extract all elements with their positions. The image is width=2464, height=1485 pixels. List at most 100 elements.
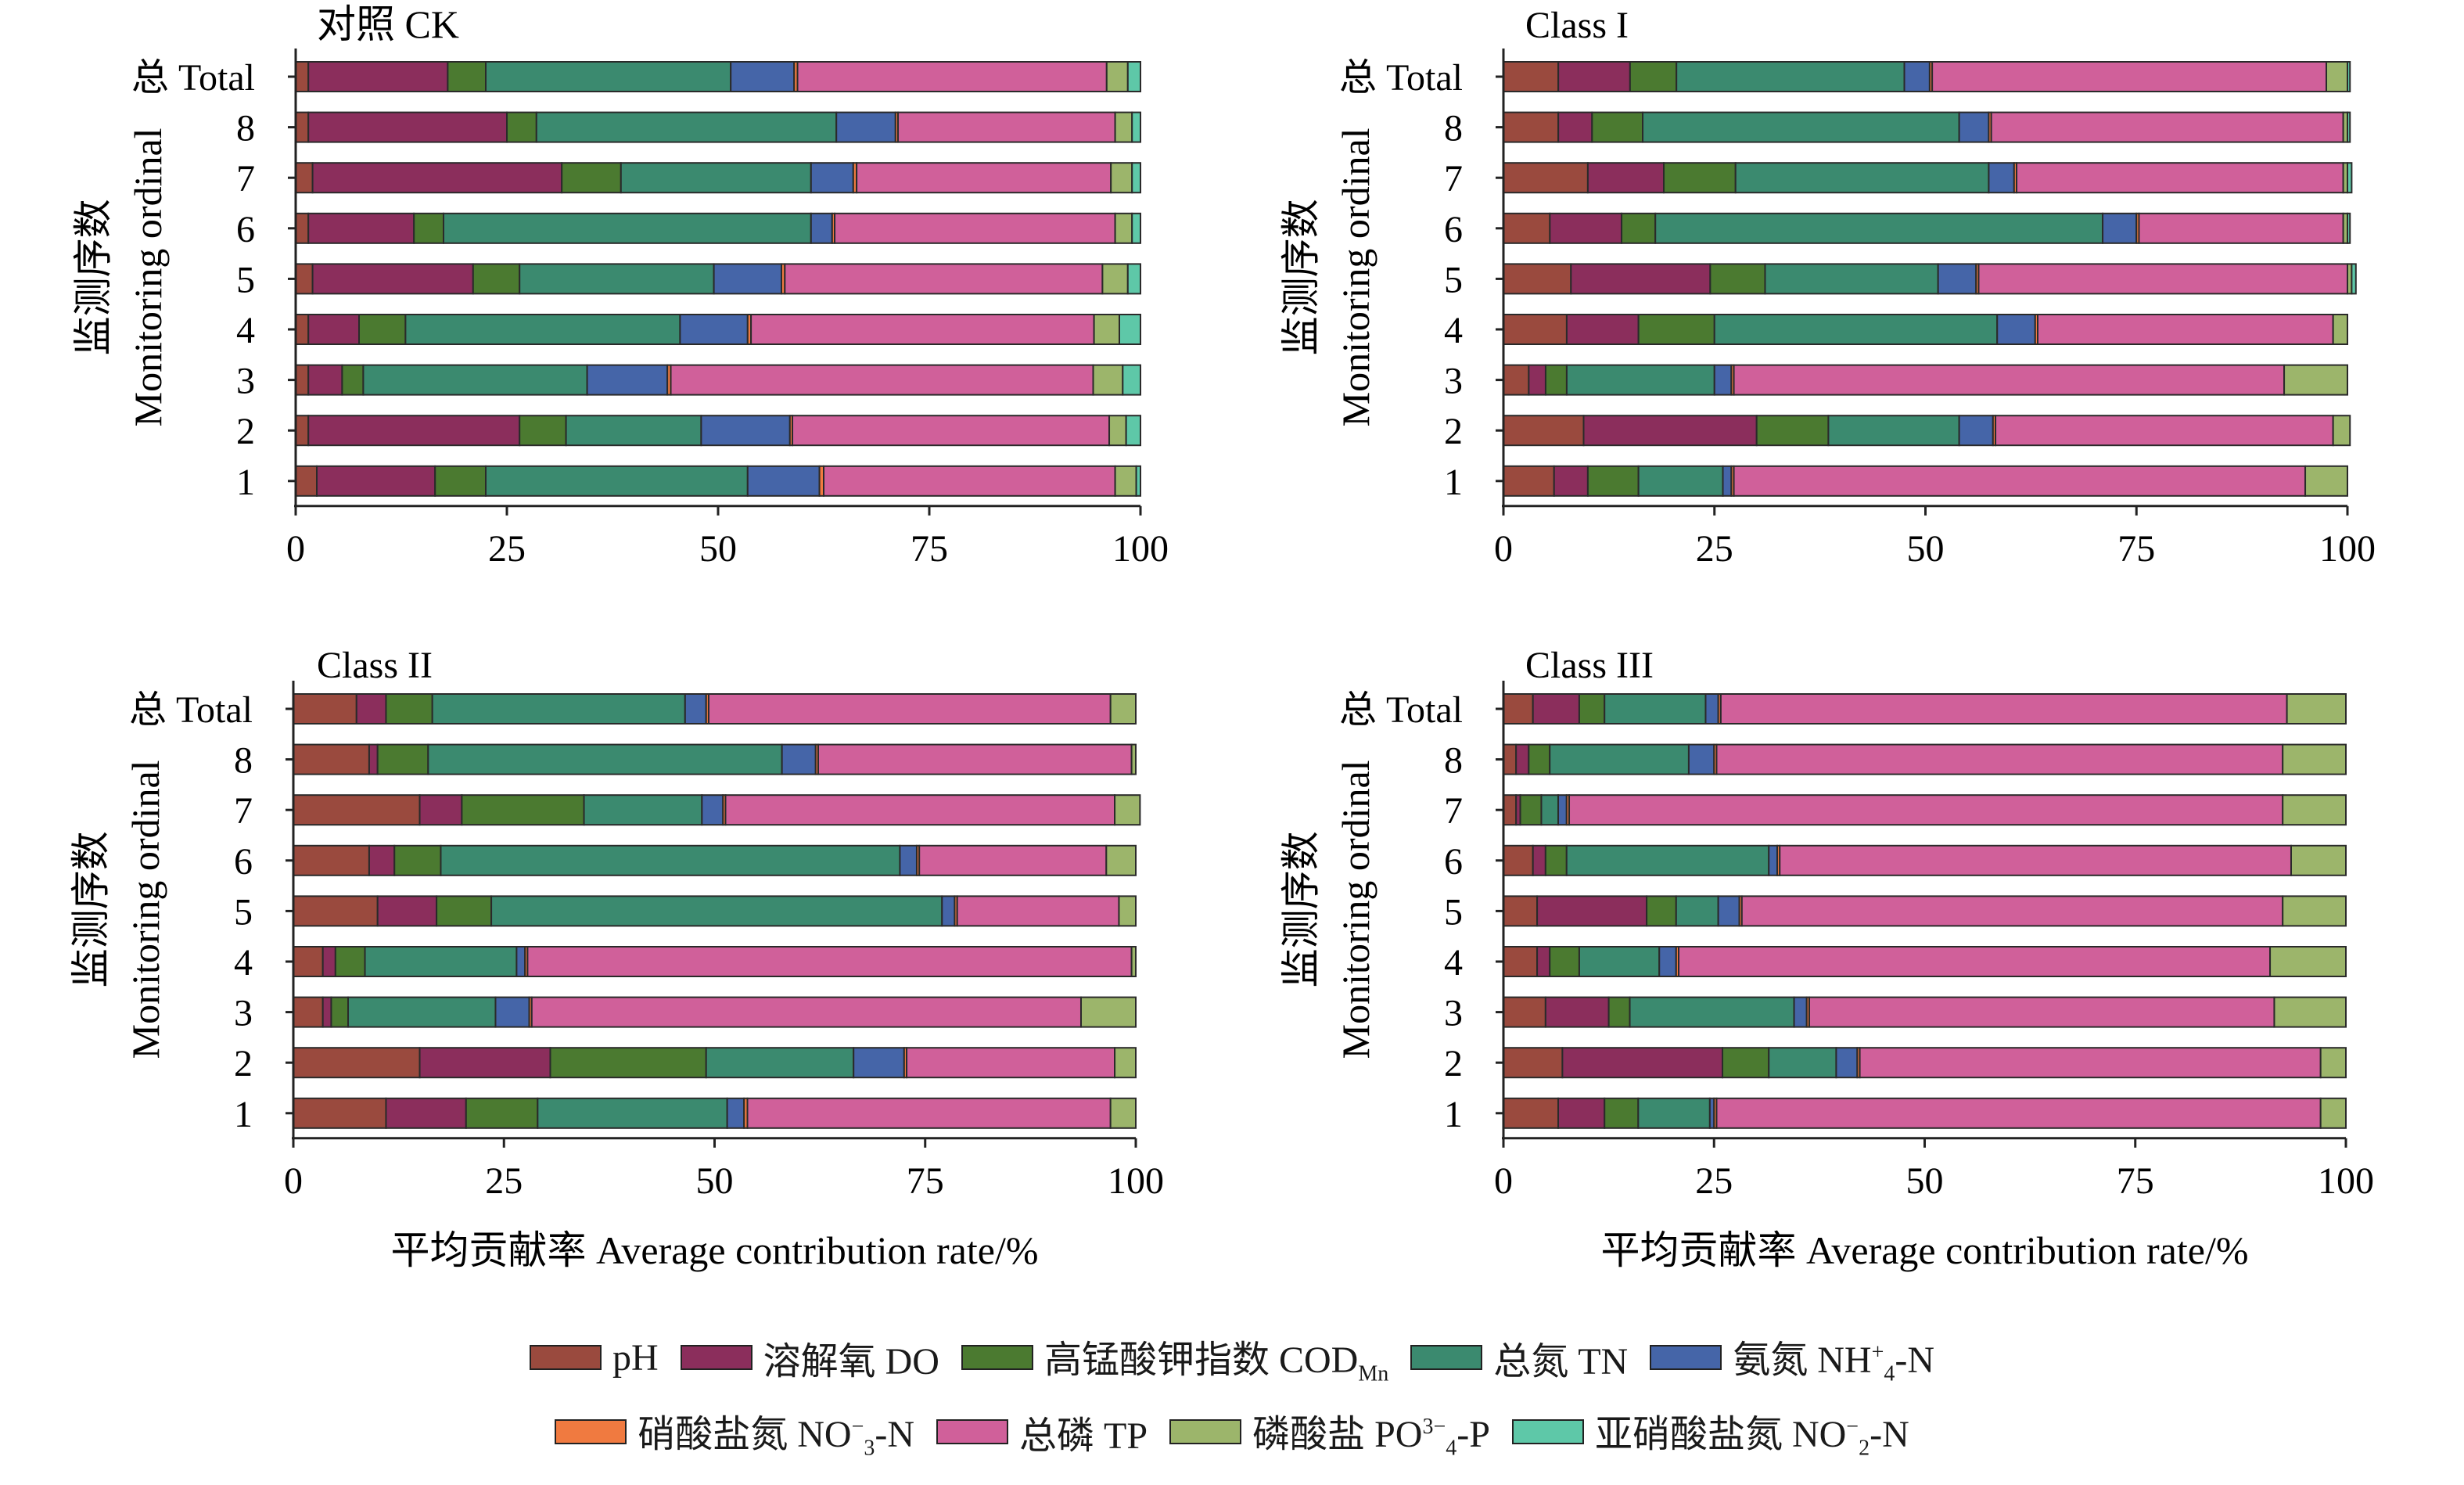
category-label: 4 xyxy=(234,942,253,983)
bar-segment xyxy=(1557,111,1593,143)
bar-segment xyxy=(1996,314,2036,345)
chart-panel-4: Class III 1 2 3 4 5 6 7 8 总 Total 0 25 50 75 100 监测序数 Mo… xyxy=(1279,645,2374,1272)
bar-segment xyxy=(443,212,812,244)
x-tick-label: 25 xyxy=(1696,528,1733,570)
legend-swatch-do xyxy=(680,1345,752,1370)
bar-segment xyxy=(1719,693,2288,725)
bar-segment xyxy=(1646,895,1677,927)
bar-segment xyxy=(295,415,310,447)
panel-title: Class I xyxy=(1525,5,1629,46)
bar-segment xyxy=(293,743,370,775)
x-tick-label: 100 xyxy=(1112,528,1169,570)
x-tick-label: 75 xyxy=(911,528,948,570)
bar-segment xyxy=(834,212,1116,244)
y-axis-label-cn: 监测序数 xyxy=(69,831,113,987)
bar-segment xyxy=(1503,844,1534,876)
category-label: 8 xyxy=(1444,108,1463,149)
bar-segment xyxy=(2319,1047,2347,1079)
bar-segment xyxy=(1503,996,1546,1028)
bar-segment xyxy=(307,111,508,143)
bar-segment xyxy=(321,946,336,977)
bar-segment xyxy=(2102,212,2138,244)
bar-segment xyxy=(506,111,537,143)
bar-segment xyxy=(1549,946,1580,977)
bar-segment xyxy=(1629,61,1678,92)
bar-segment xyxy=(1740,895,2284,927)
bar-segment xyxy=(1808,996,2275,1028)
bar-segment xyxy=(404,314,681,345)
category-label: 1 xyxy=(236,462,255,503)
category-label: 5 xyxy=(1444,891,1463,933)
y-axis-label-en: Monitoring ordinal xyxy=(1334,128,1377,426)
legend-swatch-tn xyxy=(1410,1345,1483,1370)
bar-segment xyxy=(436,895,493,927)
legend-swatch-cod xyxy=(961,1345,1033,1370)
bar-segment xyxy=(1990,111,2344,143)
panel-title: Class II xyxy=(317,645,433,686)
category-label: 8 xyxy=(1444,740,1463,782)
category-label: 1 xyxy=(1444,462,1463,503)
bar-segment xyxy=(1717,895,1740,927)
bar-segment xyxy=(1540,794,1560,826)
bar-segment xyxy=(918,844,1108,876)
bar-segment xyxy=(2332,314,2348,345)
y-axis-label-en: Monitoring ordinal xyxy=(126,128,170,426)
bar-segment xyxy=(1110,162,1133,194)
bar-segment xyxy=(796,61,1108,92)
bar-segment xyxy=(1715,743,2284,775)
bar-segment xyxy=(418,794,463,826)
legend-item-tn: 总氮 TN xyxy=(1410,1322,1628,1393)
legend-label-no2: 亚硝酸盐氮 NO−2-N xyxy=(1594,1413,1909,1461)
bar-segment xyxy=(1604,1097,1640,1129)
bar-segment xyxy=(1503,693,1534,725)
legend-item-no3: 硝酸盐氮 NO−3-N xyxy=(555,1397,914,1467)
legend-swatch-no3 xyxy=(555,1419,627,1444)
bar-segment xyxy=(713,263,782,295)
category-label: 3 xyxy=(234,993,253,1034)
category-label: 2 xyxy=(1444,411,1463,452)
bar-segment xyxy=(941,895,956,927)
bar-segment xyxy=(1503,314,1568,345)
bar-segment xyxy=(376,895,438,927)
bar-segment xyxy=(311,263,474,295)
bar-segment xyxy=(1557,61,1631,92)
bar-segment xyxy=(810,212,833,244)
bar-segment xyxy=(730,61,796,92)
bar-segment xyxy=(1755,415,1830,447)
category-label: 2 xyxy=(1444,1043,1463,1084)
x-tick-label: 0 xyxy=(1494,528,1513,570)
legend-item-ph: pH xyxy=(529,1322,659,1393)
bar-segment xyxy=(295,61,310,92)
bar-segment xyxy=(1709,263,1766,295)
bar-segment xyxy=(1118,895,1137,927)
category-label: 6 xyxy=(1444,209,1463,250)
bar-segment xyxy=(465,1097,539,1129)
bar-segment xyxy=(2282,895,2347,927)
bar-segment xyxy=(1503,895,1539,927)
bar-segment xyxy=(427,743,783,775)
bar-segment xyxy=(1768,1047,1837,1079)
bar-segment xyxy=(1733,465,2307,497)
bar-segment xyxy=(393,844,442,876)
category-label: 3 xyxy=(236,361,255,402)
bar-segment xyxy=(586,364,669,396)
bar-segment xyxy=(293,895,379,927)
bar-segment xyxy=(1722,1047,1770,1079)
bar-segment xyxy=(1536,946,1551,977)
bar-segment xyxy=(1109,693,1137,725)
bar-segment xyxy=(1503,946,1539,977)
category-label: 7 xyxy=(236,158,255,200)
bar-segment xyxy=(330,996,350,1028)
bar-segment xyxy=(418,1047,551,1079)
legend-item-cod: 高锰酸钾指数 CODMn xyxy=(961,1322,1388,1393)
legend-swatch-nh4 xyxy=(1650,1345,1722,1370)
x-tick-label: 100 xyxy=(2319,528,2376,570)
bar-segment xyxy=(1503,263,1572,295)
bar-segment xyxy=(321,996,332,1028)
category-label: 2 xyxy=(234,1043,253,1084)
bar-segment xyxy=(347,996,497,1028)
bar-segment xyxy=(1503,364,1530,396)
bar-segment xyxy=(2347,212,2351,244)
bar-segment xyxy=(295,465,318,497)
bar-segment xyxy=(1958,111,1990,143)
